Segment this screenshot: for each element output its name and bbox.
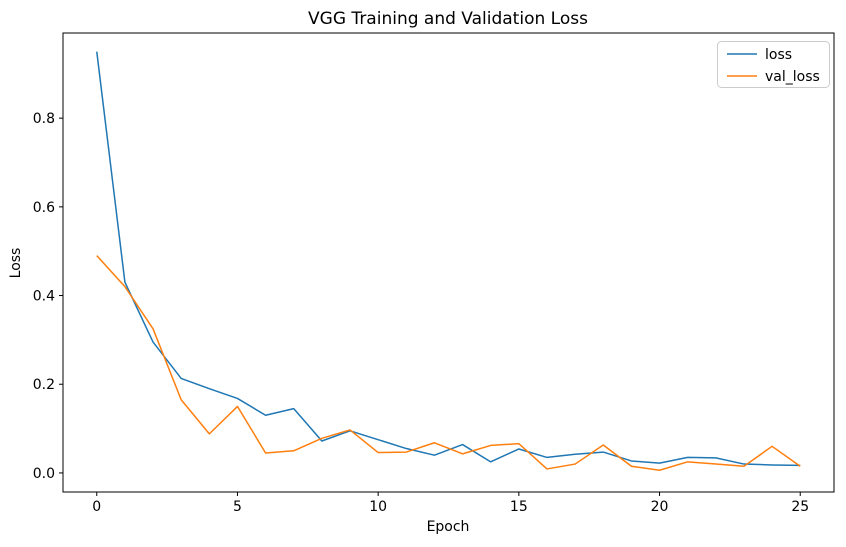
chart-title: VGG Training and Validation Loss (308, 9, 588, 29)
x-axis-label: Epoch (427, 519, 470, 535)
y-axis: 0.0 0.2 0.4 0.6 0.8 (33, 111, 63, 482)
plot-area (62, 32, 835, 493)
y-tick-label: 0.8 (33, 111, 55, 127)
y-tick-label: 0.0 (33, 466, 55, 482)
x-tick-label: 15 (510, 499, 528, 515)
series-line-loss (96, 51, 801, 467)
legend-label-val-loss: val_loss (765, 69, 820, 85)
x-axis: 0 5 10 15 20 25 (92, 492, 809, 515)
series-lines (96, 51, 801, 472)
legend-label-loss: loss (765, 47, 792, 63)
series-line-val_loss (96, 255, 801, 472)
x-tick-label: 25 (791, 499, 809, 515)
x-tick-label: 5 (233, 499, 242, 515)
x-tick-label: 20 (651, 499, 669, 515)
x-tick-label: 10 (369, 499, 387, 515)
y-axis-label: Loss (8, 248, 24, 279)
legend: loss val_loss (717, 41, 830, 88)
y-tick-label: 0.2 (33, 377, 55, 393)
x-tick-label: 0 (92, 499, 101, 515)
y-tick-label: 0.4 (33, 289, 55, 305)
y-tick-label: 0.6 (33, 200, 55, 216)
